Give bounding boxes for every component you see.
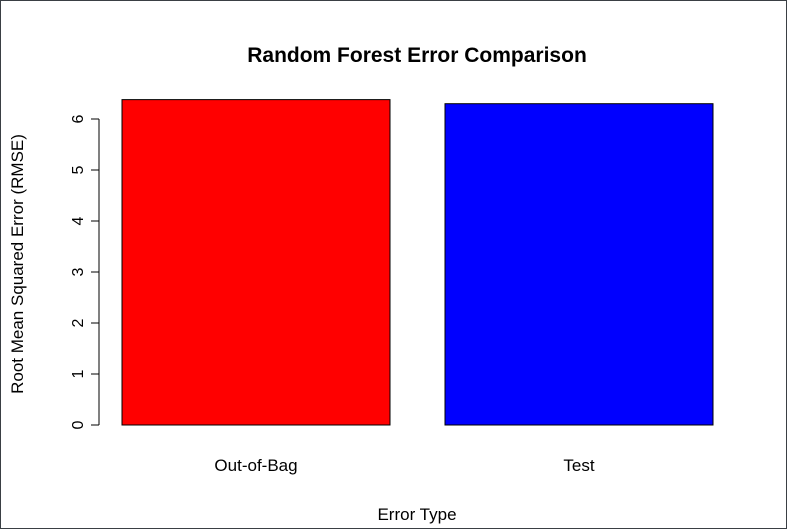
y-axis: 0 1 2 3 4 5 6 bbox=[70, 114, 100, 429]
y-tick-label-5: 5 bbox=[70, 165, 87, 174]
x-category-label-0: Out-of-Bag bbox=[214, 456, 297, 475]
x-category-label-1: Test bbox=[563, 456, 594, 475]
y-tick-label-0: 0 bbox=[70, 420, 87, 429]
y-tick-label-4: 4 bbox=[70, 216, 87, 225]
bar-out-of-bag bbox=[121, 99, 391, 426]
y-tick-label-6: 6 bbox=[70, 114, 87, 123]
bars-group bbox=[121, 99, 714, 426]
y-tick-label-1: 1 bbox=[70, 369, 87, 378]
bar-test bbox=[444, 103, 714, 426]
chart-title: Random Forest Error Comparison bbox=[247, 44, 587, 67]
y-tick-label-2: 2 bbox=[70, 318, 87, 327]
x-axis-label: Error Type bbox=[377, 505, 456, 524]
category-labels: Out-of-Bag Test bbox=[214, 456, 594, 475]
y-axis-label: Root Mean Squared Error (RMSE) bbox=[8, 134, 27, 394]
y-tick-label-3: 3 bbox=[70, 267, 87, 276]
